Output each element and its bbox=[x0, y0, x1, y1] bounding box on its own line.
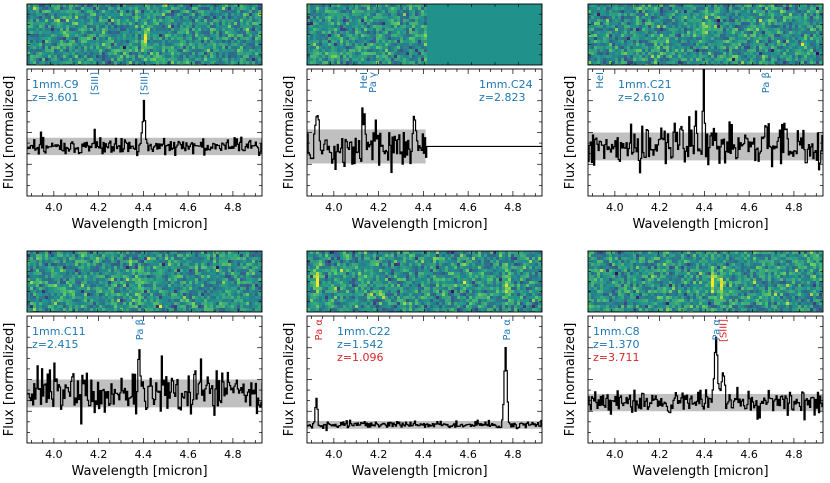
x-tick-label: 4.4 bbox=[415, 201, 433, 214]
line-label: Pa γ bbox=[368, 72, 379, 93]
x-tick-label: 4.0 bbox=[325, 201, 343, 214]
x-tick-label: 4.6 bbox=[740, 448, 758, 461]
line-label: Pa α bbox=[502, 319, 513, 341]
x-axis-label: Wavelength [micron] bbox=[351, 217, 487, 232]
spectrum-2d-image bbox=[27, 251, 262, 312]
line-label: Pa α bbox=[712, 319, 723, 341]
line-label: Pa β bbox=[761, 72, 772, 93]
flux-series bbox=[307, 347, 542, 432]
object-name: 1mm.C22 bbox=[337, 325, 391, 338]
spectrum-panel-1mm.C9: 4.0 4.2 4.4 4.6 4.8 Wavelength [micron] Flux [… bbox=[2, 3, 263, 232]
spectrum-panel-1mm.C11: 4.0 4.2 4.4 4.6 4.8 Wavelength [micron] Flux [… bbox=[2, 250, 263, 479]
x-axis: 4.0 4.2 4.4 4.6 4.8 bbox=[588, 316, 823, 461]
y-axis-label: Flux [normalized] bbox=[282, 76, 297, 190]
x-tick-label: 4.2 bbox=[90, 201, 108, 214]
x-tick-label: 4.0 bbox=[45, 201, 63, 214]
x-tick-label: 4.6 bbox=[179, 448, 197, 461]
redshift-label: z=1.542 bbox=[337, 338, 383, 351]
flux-series bbox=[588, 336, 823, 421]
x-tick-label: 4.0 bbox=[606, 448, 624, 461]
x-tick-label: 4.0 bbox=[325, 448, 343, 461]
line-label: Pa β bbox=[135, 319, 146, 340]
flux-series bbox=[307, 107, 542, 173]
x-axis-label: Wavelength [micron] bbox=[632, 464, 768, 479]
y-axis-label: Flux [normalized] bbox=[563, 323, 578, 437]
y-axis-label: Flux [normalized] bbox=[563, 76, 578, 190]
x-tick-label: 4.2 bbox=[651, 201, 669, 214]
spectrum-panel-1mm.C22: 4.0 4.2 4.4 4.6 4.8 Wavelength [micron] Flux [… bbox=[282, 250, 543, 479]
x-tick-label: 4.0 bbox=[606, 201, 624, 214]
x-axis: 4.0 4.2 4.4 4.6 4.8 bbox=[27, 69, 262, 214]
spectrum-panel-1mm.C24: 4.0 4.2 4.4 4.6 4.8 Wavelength [micron] Flux [… bbox=[282, 3, 543, 232]
x-tick-label: 4.6 bbox=[179, 201, 197, 214]
spectrum-panel-1mm.C8: 4.0 4.2 4.4 4.6 4.8 Wavelength [micron] Flux [… bbox=[563, 250, 824, 479]
line-label: [SIII] bbox=[90, 72, 101, 95]
x-axis: 4.0 4.2 4.4 4.6 4.8 bbox=[588, 69, 823, 214]
x-tick-label: 4.8 bbox=[504, 201, 522, 214]
x-tick-label: 4.0 bbox=[45, 448, 63, 461]
redshift-label: z=2.415 bbox=[32, 338, 78, 351]
redshift-label: z=2.823 bbox=[479, 91, 525, 104]
x-tick-label: 4.8 bbox=[785, 448, 803, 461]
x-tick-label: 4.4 bbox=[135, 201, 153, 214]
x-tick-label: 4.4 bbox=[696, 201, 714, 214]
x-axis-label: Wavelength [micron] bbox=[351, 464, 487, 479]
x-tick-label: 4.4 bbox=[135, 448, 153, 461]
spectrum-2d-image bbox=[27, 4, 262, 65]
redshift-label: z=3.601 bbox=[32, 91, 78, 104]
x-axis: 4.0 4.2 4.4 4.6 4.8 bbox=[307, 316, 542, 461]
object-name: 1mm.C21 bbox=[618, 78, 672, 91]
spectrum-2d-image bbox=[307, 251, 542, 312]
line-label: [SIII] bbox=[139, 72, 150, 95]
spectrum-2d-image bbox=[307, 4, 542, 65]
line-label: HeI bbox=[359, 72, 370, 89]
x-tick-label: 4.2 bbox=[370, 201, 388, 214]
x-tick-label: 4.6 bbox=[459, 201, 477, 214]
redshift-label: z=3.711 bbox=[593, 351, 639, 364]
x-tick-label: 4.4 bbox=[415, 448, 433, 461]
redshift-label: z=1.370 bbox=[593, 338, 639, 351]
object-name: 1mm.C11 bbox=[32, 325, 86, 338]
y-axis-label: Flux [normalized] bbox=[2, 323, 17, 437]
x-axis: 4.0 4.2 4.4 4.6 4.8 bbox=[27, 316, 262, 461]
spectrum-2d-image bbox=[588, 4, 823, 65]
y-axis-label: Flux [normalized] bbox=[2, 76, 17, 190]
line-label: HeI bbox=[595, 72, 606, 89]
spectrum-panel-1mm.C21: 4.0 4.2 4.4 4.6 4.8 Wavelength [micron] Flux [… bbox=[563, 3, 824, 232]
x-axis-label: Wavelength [micron] bbox=[71, 464, 207, 479]
redshift-label: z=1.096 bbox=[337, 351, 383, 364]
x-tick-label: 4.2 bbox=[370, 448, 388, 461]
x-tick-label: 4.8 bbox=[224, 448, 242, 461]
line-label: [SIII] bbox=[718, 319, 729, 342]
object-name: 1mm.C9 bbox=[32, 78, 79, 91]
flux-series bbox=[27, 349, 262, 425]
x-axis-label: Wavelength [micron] bbox=[632, 217, 768, 232]
flux-series bbox=[27, 99, 262, 157]
x-tick-label: 4.8 bbox=[504, 448, 522, 461]
spectrum-2d-image bbox=[588, 251, 823, 312]
redshift-label: z=2.610 bbox=[618, 91, 664, 104]
x-tick-label: 4.6 bbox=[740, 201, 758, 214]
x-tick-label: 4.2 bbox=[90, 448, 108, 461]
y-axis-label: Flux [normalized] bbox=[282, 323, 297, 437]
x-tick-label: 4.8 bbox=[224, 201, 242, 214]
line-label: Pa α bbox=[314, 319, 325, 341]
flux-series bbox=[588, 69, 823, 174]
x-tick-label: 4.4 bbox=[696, 448, 714, 461]
object-name: 1mm.C8 bbox=[593, 325, 640, 338]
x-tick-label: 4.2 bbox=[651, 448, 669, 461]
x-axis: 4.0 4.2 4.4 4.6 4.8 bbox=[307, 69, 542, 214]
x-tick-label: 4.6 bbox=[459, 448, 477, 461]
x-axis-label: Wavelength [micron] bbox=[71, 217, 207, 232]
x-tick-label: 4.8 bbox=[785, 201, 803, 214]
object-name: 1mm.C24 bbox=[479, 78, 533, 91]
